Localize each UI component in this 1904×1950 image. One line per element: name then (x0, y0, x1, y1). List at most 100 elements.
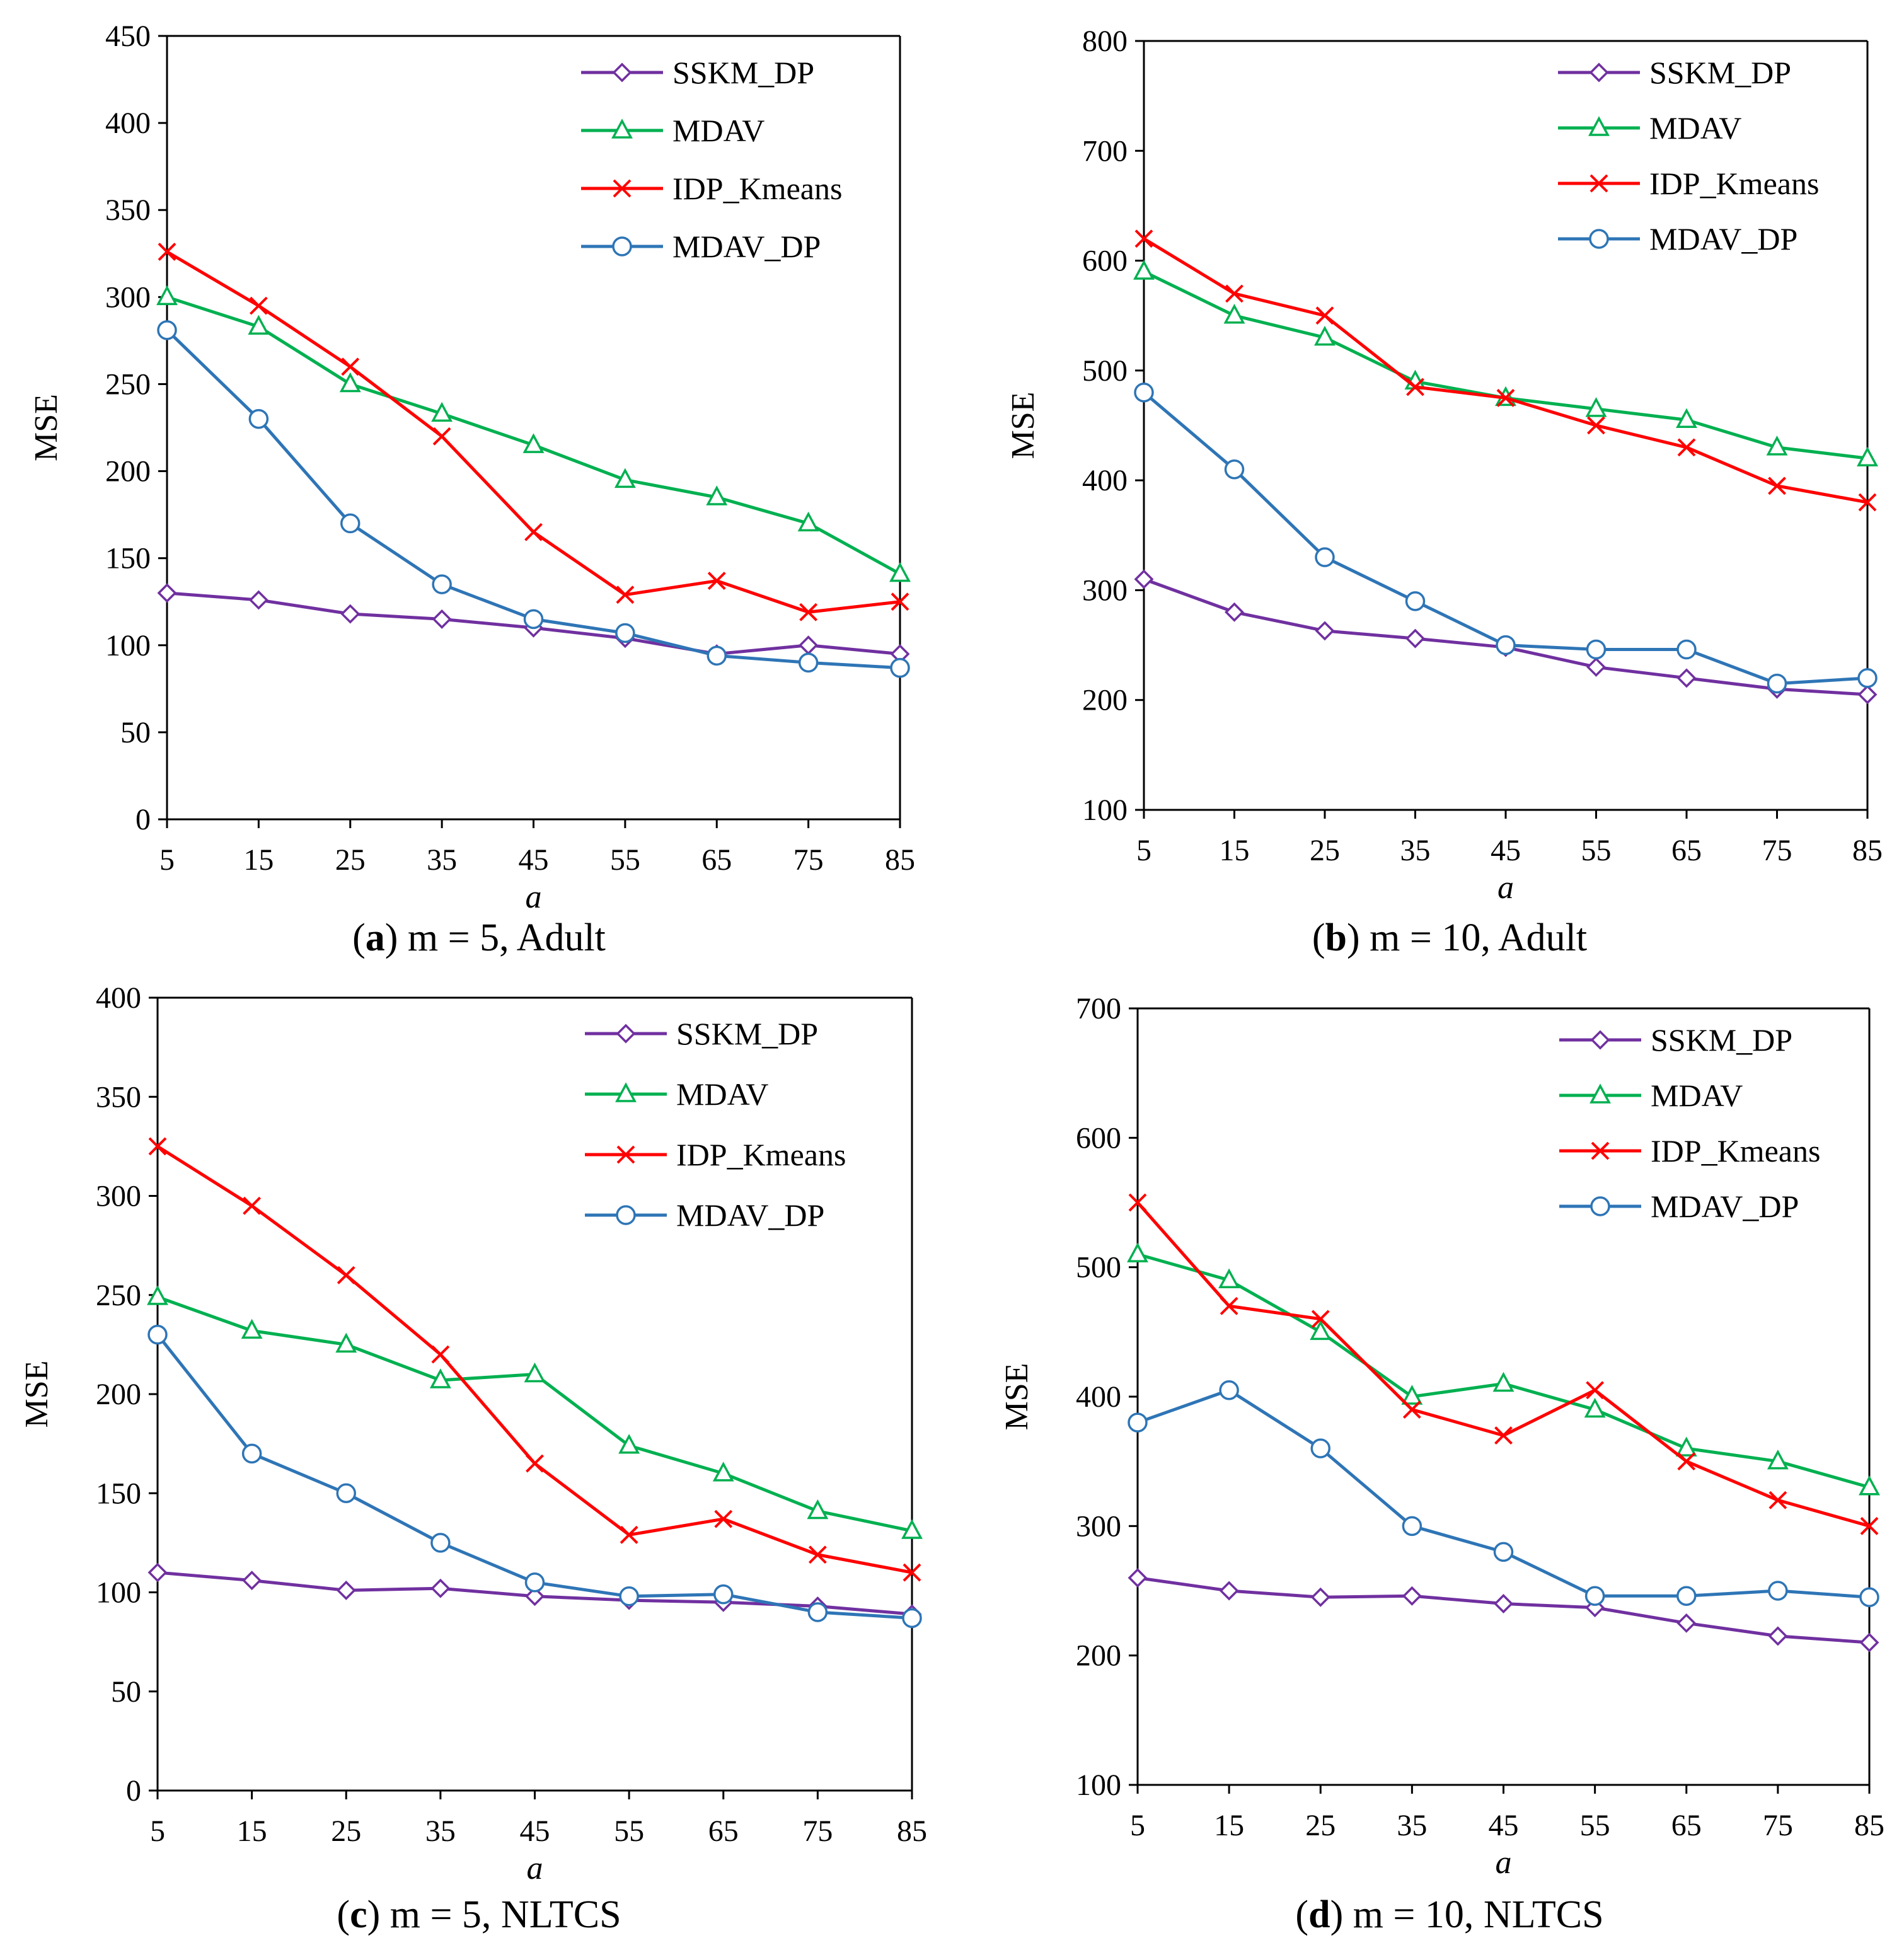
y-tick-label: 200 (96, 1378, 141, 1411)
legend-item: IDP_Kmeans (585, 1137, 846, 1172)
y-tick-label: 100 (105, 629, 151, 662)
data-point-cross (341, 357, 360, 376)
data-point-triangle (339, 372, 361, 393)
panel-caption: (c) m = 5, NLTCS (337, 1893, 621, 1936)
legend-label: MDAV_DP (672, 229, 821, 264)
y-tick-label: 0 (136, 803, 151, 836)
series-sskm-dp (1128, 1567, 1879, 1653)
data-point-triangle (706, 485, 728, 505)
data-point-cross (1858, 493, 1877, 512)
data-point-circle (1676, 639, 1697, 660)
y-tick-label: 50 (111, 1675, 141, 1709)
data-point-diamond (1405, 628, 1425, 649)
legend-item: MDAV_DP (581, 229, 821, 264)
data-point-circle (1496, 635, 1516, 655)
data-point-triangle (147, 1285, 168, 1305)
legend-item: MDAV (585, 1076, 768, 1112)
y-tick-label: 300 (96, 1180, 141, 1213)
x-tick-label: 25 (1305, 1809, 1336, 1842)
data-point-diamond (1859, 1632, 1879, 1653)
data-point-diamond (157, 583, 177, 603)
x-tick-label: 15 (237, 1814, 267, 1848)
data-point-cross (903, 1563, 921, 1582)
panel-caption: (a) m = 5, Adult (352, 916, 606, 959)
legend-circle-marker (612, 236, 632, 257)
x-tick-label: 35 (1397, 1809, 1427, 1842)
data-point-triangle (1492, 1371, 1515, 1392)
data-point-triangle (156, 285, 178, 306)
legend-circle-marker (616, 1205, 636, 1225)
data-point-diamond (1225, 602, 1244, 622)
x-tick-label: 35 (1400, 834, 1431, 867)
legend: SSKM_DP MDAV IDP_Kmeans MDAV_DP (581, 55, 842, 264)
legend-item: IDP_Kmeans (1558, 166, 1819, 201)
data-point-circle (1405, 591, 1426, 611)
data-point-triangle (522, 433, 545, 453)
y-tick-label: 100 (96, 1576, 141, 1610)
x-tick-label: 85 (1852, 834, 1883, 867)
x-tick-label: 25 (335, 843, 366, 877)
data-point-circle (1402, 1516, 1422, 1537)
data-point-cross (249, 296, 268, 315)
data-point-circle (890, 657, 910, 678)
y-tick-label: 500 (1076, 1251, 1121, 1284)
data-point-triangle (807, 1499, 829, 1520)
data-point-cross (1677, 438, 1696, 457)
legend-label: IDP_Kmeans (1651, 1133, 1820, 1168)
x-tick-label: 15 (243, 843, 274, 877)
data-point-circle (1767, 673, 1787, 694)
data-point-diamond (1857, 684, 1878, 705)
data-point-circle (1128, 1412, 1148, 1433)
data-point-circle (432, 574, 452, 594)
legend-label: MDAV (1651, 1078, 1743, 1113)
y-tick-label: 300 (1082, 574, 1128, 607)
x-tick-label: 85 (885, 843, 915, 877)
data-point-cross (1406, 378, 1424, 396)
data-point-circle (1219, 1380, 1239, 1400)
y-tick-label: 200 (105, 455, 151, 488)
data-point-circle (430, 1533, 451, 1553)
panel-caption: (b) m = 10, Adult (1312, 916, 1587, 959)
data-point-diamond (799, 635, 819, 655)
chart-panel-b: 100 200 300 400 500 600 700 800 5 15 25 35 45 55 65 75 8… (1005, 25, 1883, 959)
data-point-circle (1315, 547, 1335, 567)
data-point-circle (1857, 668, 1878, 688)
legend-triangle-marker (1590, 1083, 1611, 1104)
legend-diamond-marker (612, 62, 632, 83)
data-point-diamond (430, 1578, 451, 1598)
data-point-circle (248, 408, 269, 429)
data-point-circle (1859, 1587, 1879, 1608)
data-point-circle (336, 1483, 356, 1503)
data-point-cross (799, 603, 818, 621)
y-tick-label: 350 (105, 193, 151, 227)
y-tick-label: 200 (1082, 684, 1128, 717)
series-mdav (1127, 1242, 1880, 1496)
x-axis-title: a (1497, 870, 1514, 906)
x-tick-label: 15 (1214, 1809, 1244, 1842)
y-tick-label: 500 (1082, 354, 1128, 388)
data-point-diamond (525, 1586, 545, 1607)
series-line (166, 250, 901, 614)
data-point-cross (148, 1137, 167, 1156)
data-point-cross (1402, 1400, 1421, 1419)
data-point-triangle (1676, 408, 1697, 429)
series-mdav-dp (1134, 382, 1878, 694)
legend-diamond-marker (1590, 1030, 1610, 1050)
data-point-diamond (1219, 1581, 1239, 1601)
legend-label: SSKM_DP (1651, 1022, 1792, 1058)
y-tick-label: 600 (1076, 1121, 1121, 1155)
y-tick-label: 250 (105, 367, 151, 401)
data-point-triangle (618, 1434, 640, 1454)
data-point-cross (1860, 1516, 1879, 1535)
y-tick-label: 400 (1082, 464, 1128, 497)
data-point-triangle (1859, 1475, 1880, 1496)
data-point-triangle (524, 1362, 546, 1383)
series-idp-kmeans (1128, 1193, 1879, 1535)
x-tick-label: 5 (1136, 834, 1151, 867)
data-point-circle (619, 1586, 639, 1607)
legend-label: MDAV (1649, 110, 1741, 146)
x-tick-label: 75 (793, 843, 824, 877)
y-tick-label: 700 (1076, 992, 1121, 1025)
data-point-diamond (336, 1580, 356, 1600)
y-tick-label: 300 (105, 280, 151, 314)
